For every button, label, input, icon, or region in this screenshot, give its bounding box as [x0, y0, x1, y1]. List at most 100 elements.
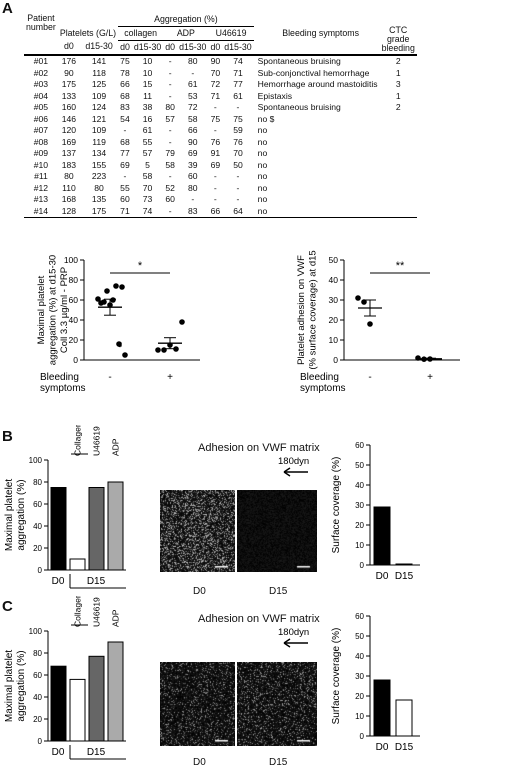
table-cell-a15: 58 [187, 113, 198, 124]
table-cell-p0: 176 [61, 56, 77, 67]
table-cell-p0: 128 [57, 205, 81, 218]
bar-aggregation-b: 0 20 40 60 80 100 Collagen U46619 ADP D0 D15 Maxima… [4, 425, 126, 589]
table-cell-a15: 60 [187, 171, 198, 182]
table-cell-a15: 39 [187, 159, 198, 170]
table-cell-id: #01 [33, 56, 49, 67]
table-cell-a0: 80 [165, 102, 175, 113]
table-cell-a15: 72 [187, 102, 198, 113]
table-cell-p15: 118 [92, 67, 106, 78]
table-cell-u0: - [213, 194, 217, 205]
table-cell-id: #13 [33, 194, 49, 205]
x-label: D0 [376, 571, 389, 582]
y-axis-label: Maximal platelet [4, 479, 15, 551]
header-u46619: U46619 [208, 26, 254, 41]
table-cell-p0: 175 [61, 79, 77, 90]
data-point [179, 319, 185, 325]
table-cell-p15: 109 [91, 90, 107, 101]
data-point [116, 341, 122, 347]
table-cell-sym: Epistaxis [257, 90, 293, 101]
table-cell-ctc: 2 [395, 56, 401, 67]
table-cell-a0: - [168, 79, 172, 90]
bar-label: Collagen [73, 596, 83, 627]
y-tick-label: 20 [355, 692, 364, 701]
micro-label-b-d15: D15 [269, 586, 288, 597]
data-point [122, 352, 128, 358]
table-cell-id: #11 [34, 171, 48, 182]
bar [50, 665, 67, 742]
table-cell-u0: - [213, 182, 217, 193]
table-cell-a0: - [163, 205, 178, 218]
table-cell-id: #05 [33, 102, 49, 113]
y-tick-label: 10 [355, 712, 364, 721]
header-platelets: Platelets (G/L) [59, 27, 117, 38]
table-cell-ctc: 2 [395, 102, 401, 113]
y-tick-label: 80 [69, 275, 79, 285]
table-cell-u15: 50 [233, 159, 243, 170]
y-tick-label: 0 [38, 737, 43, 746]
table-cell-c0: 83 [120, 102, 130, 113]
bar-label: Collagen [73, 425, 83, 456]
table-cell-p15: 121 [91, 113, 107, 124]
table-cell-u0: - [213, 102, 217, 113]
table-cell-a0: 57 [165, 113, 175, 124]
table-cell-a15: - [191, 67, 195, 78]
y-tick-label: 0 [360, 561, 365, 570]
table-row: #06 146 121 54 16 57 58 75 75 no $ [24, 113, 417, 125]
table-cell-p15: 175 [80, 205, 119, 218]
data-point [119, 284, 125, 290]
table-cell-c0: 66 [120, 79, 130, 90]
x-label-d0: D0 [52, 747, 65, 758]
table-cell-c0: 60 [120, 194, 130, 205]
table-cell-u0: 76 [210, 136, 221, 147]
y-axis-label: aggregation (%) [16, 479, 27, 550]
table-cell-c15: 10 [142, 67, 153, 78]
table-cell-id: #14 [24, 205, 58, 218]
table-row: #11 80 223 - 58 - 60 - - no [24, 171, 417, 183]
table-cell-u15: 64 [222, 205, 254, 218]
y-tick-label: 30 [355, 672, 364, 681]
scatter-adhesion: 0 10 20 30 40 50 Platelet adhesion on VWF (% su… [296, 250, 460, 394]
header-d0: d0 [57, 40, 81, 56]
table-cell-sym: no [257, 171, 268, 182]
y-tick-label: 30 [329, 295, 339, 305]
bar [373, 679, 391, 737]
table-cell-c0: - [123, 125, 127, 136]
data-point [361, 299, 367, 305]
bar [373, 506, 391, 566]
table-cell-p0: 90 [64, 67, 74, 78]
category-label: - [368, 372, 371, 383]
y-tick-label: 20 [355, 521, 364, 530]
x-label: D15 [395, 571, 414, 582]
table-cell-c0: 78 [120, 67, 130, 78]
micro-image-c-d15 [237, 662, 317, 746]
bar-aggregation-c: 0 20 40 60 80 100 Collagen U46619 ADP D0 D15 Maxima… [4, 596, 126, 760]
significance-label: ** [396, 260, 405, 272]
annotation-label: $ [118, 342, 122, 349]
header-d1530: d15-30 [131, 40, 164, 56]
table-cell-c0: 77 [120, 148, 130, 159]
table-cell-sym: no [257, 182, 268, 193]
y-tick-label: 60 [33, 671, 42, 680]
y-tick-label: 40 [329, 275, 339, 285]
header-d1530: d15-30 [222, 40, 254, 56]
y-tick-label: 50 [355, 632, 364, 641]
y-tick-label: 80 [33, 478, 42, 487]
table-cell-u15: - [236, 194, 240, 205]
table-cell-a0: 52 [165, 182, 175, 193]
table-cell-u15: 70 [233, 148, 243, 159]
table-cell-ctc: 1 [395, 67, 401, 78]
table-cell-ctc [380, 194, 417, 206]
y-axis-label: Maximal platelet [36, 275, 47, 344]
bar [69, 678, 86, 742]
micro-label-b-d0: D0 [193, 586, 206, 597]
y-axis-label: aggregation (%) [16, 650, 27, 721]
y-tick-label: 50 [329, 255, 339, 265]
y-tick-label: 30 [355, 501, 364, 510]
table-cell-c0: 75 [120, 56, 130, 67]
table-cell-u0: 70 [210, 67, 221, 78]
table-cell-c0: 55 [120, 182, 130, 193]
y-tick-label: 100 [29, 456, 43, 465]
micro-title-c: Adhesion on VWF matrix [198, 613, 320, 625]
table-cell-a0: - [168, 125, 172, 136]
bar-label: ADP [111, 609, 121, 627]
